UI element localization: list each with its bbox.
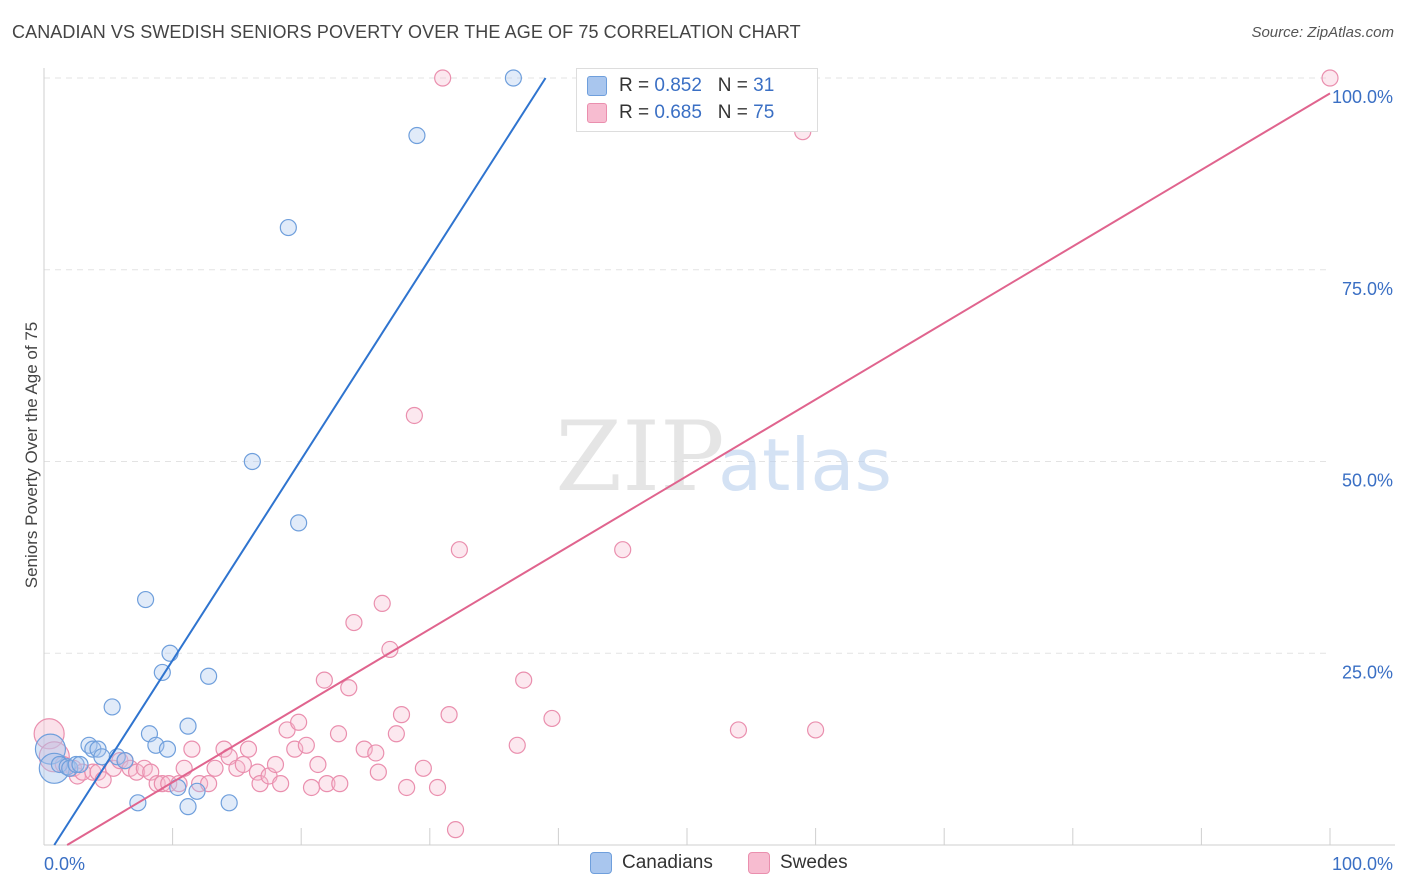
swedes-point xyxy=(302,778,321,797)
swedes-point xyxy=(318,775,336,793)
swedes-trend-line xyxy=(66,92,1331,846)
canadians-point xyxy=(408,126,426,145)
trend-lines xyxy=(53,77,1331,846)
canadians-point xyxy=(67,755,85,774)
canadians-point xyxy=(116,752,134,770)
canadians-point xyxy=(136,590,155,609)
legend-row-swedes: R = 0.685 N = 75 xyxy=(587,102,774,126)
swedes-point xyxy=(367,744,385,762)
swedes-point xyxy=(183,740,201,758)
y-tick-label: 100.0% xyxy=(1332,87,1393,107)
swedes-point xyxy=(434,69,452,87)
swedes-point xyxy=(614,541,632,559)
legend-r-value: 0.852 xyxy=(654,75,702,96)
canadians-point xyxy=(220,794,238,812)
swedes-point xyxy=(38,741,70,773)
swedes-point xyxy=(381,640,399,659)
swedes-point xyxy=(272,775,290,793)
swedes-point xyxy=(234,755,252,774)
swedes-point xyxy=(440,706,458,724)
legend-n-value: 75 xyxy=(753,102,775,123)
legend-n-label: N = xyxy=(717,75,748,96)
y-tick-label: 75.0% xyxy=(1342,279,1393,299)
swedes-point xyxy=(543,709,561,728)
canadians-swatch xyxy=(587,75,607,96)
legend-r-label: R = xyxy=(619,75,650,96)
legend-row-canadians: R = 0.852 N = 31 xyxy=(587,75,774,99)
canadians-points xyxy=(34,69,522,816)
legend-n-label: N = xyxy=(717,102,748,123)
swedes-point xyxy=(446,821,465,839)
swedes-point xyxy=(206,759,224,777)
correlation-legend: R = 0.852 N = 31 R = 0.685 N = 75 xyxy=(576,68,818,132)
swedes-point xyxy=(329,725,348,743)
swedes-point xyxy=(340,679,358,697)
x-tick-label: 0.0% xyxy=(44,854,85,874)
canadians-point xyxy=(188,782,206,800)
bottom-legend-label: Canadians xyxy=(622,852,713,874)
y-tick-label: 50.0% xyxy=(1342,471,1393,491)
canadians-point xyxy=(279,218,297,237)
swedes-point xyxy=(331,775,349,793)
swedes-point xyxy=(345,613,363,632)
swedes-point xyxy=(266,755,285,774)
swedes-point xyxy=(398,778,416,797)
watermark-zip: ZIP xyxy=(555,401,724,513)
legend-n-value: 31 xyxy=(753,75,775,96)
canadians-point xyxy=(290,514,308,532)
swedes-point xyxy=(127,763,146,781)
swedes-point xyxy=(175,759,193,777)
canadians-swatch xyxy=(590,852,612,874)
canadians-point xyxy=(504,69,522,87)
swedes-point xyxy=(297,736,315,754)
gridlines xyxy=(44,77,1330,654)
swedes-point xyxy=(405,406,423,425)
chart-title: CANADIAN VS SWEDISH SENIORS POVERTY OVER… xyxy=(12,22,801,42)
canadians-point xyxy=(200,667,218,685)
swedes-points xyxy=(33,69,1339,839)
axes xyxy=(43,68,1395,846)
canadians-point xyxy=(71,755,89,774)
swedes-swatch xyxy=(587,102,607,123)
bottom-legend-label: Swedes xyxy=(780,852,848,874)
y-tick-label: 25.0% xyxy=(1342,662,1393,682)
swedes-point xyxy=(239,740,258,758)
swedes-point xyxy=(369,763,387,781)
swedes-swatch xyxy=(748,852,770,874)
watermark: ZIP atlas xyxy=(555,401,892,513)
canadians-point xyxy=(103,698,121,716)
legend-r-label: R = xyxy=(619,102,650,123)
swedes-point xyxy=(428,778,447,797)
swedes-point xyxy=(290,713,308,731)
canadians-trend-line xyxy=(53,77,547,846)
swedes-point xyxy=(1321,69,1339,87)
swedes-point xyxy=(373,594,391,612)
tick-labels: 100.0% 75.0% 50.0% 25.0% 0.0% 100.0% xyxy=(44,87,1393,874)
canadians-point xyxy=(158,740,177,758)
swedes-point xyxy=(309,755,327,774)
bottom-legend-swedes: Swedes xyxy=(748,852,848,876)
swedes-point xyxy=(315,671,333,689)
swedes-point xyxy=(450,541,468,559)
canadians-point xyxy=(161,644,179,662)
swedes-point xyxy=(729,721,748,739)
swedes-point xyxy=(806,721,825,739)
swedes-point xyxy=(387,725,405,743)
canadians-point xyxy=(243,452,261,471)
x-tick-label: 100.0% xyxy=(1332,854,1393,874)
source-label: Source: ZipAtlas.com xyxy=(1251,24,1394,41)
swedes-point xyxy=(508,736,526,754)
bottom-legend-canadians: Canadians xyxy=(590,852,713,876)
swedes-point xyxy=(515,671,533,689)
watermark-atlas: atlas xyxy=(718,423,892,507)
legend-r-value: 0.685 xyxy=(654,102,702,123)
swedes-point xyxy=(414,759,432,777)
swedes-point xyxy=(392,706,411,724)
canadians-point xyxy=(179,717,197,735)
canadians-point xyxy=(179,798,197,816)
